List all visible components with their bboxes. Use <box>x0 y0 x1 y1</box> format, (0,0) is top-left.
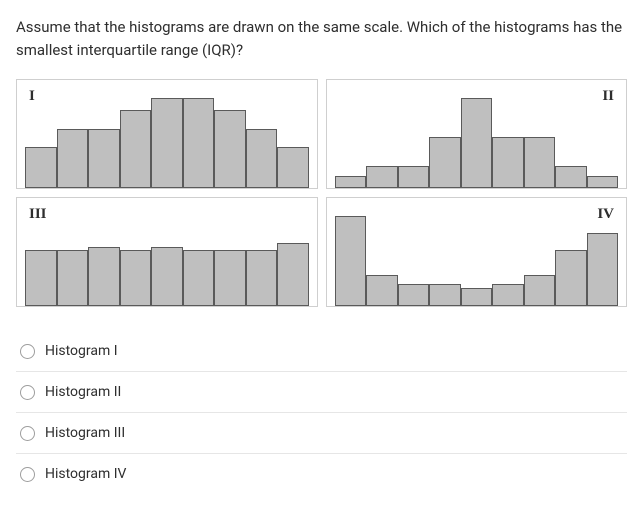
histogram-bars-3 <box>25 204 309 306</box>
option-label: Histogram I <box>45 343 118 359</box>
bar <box>429 137 461 188</box>
bar <box>555 166 587 188</box>
bar <box>25 147 57 188</box>
histogram-grid: I II III IV <box>16 79 627 307</box>
histogram-label-3: III <box>29 206 47 223</box>
bar <box>57 129 89 188</box>
bar <box>88 247 120 306</box>
bar <box>335 176 367 188</box>
option-label: Histogram IV <box>45 466 126 482</box>
bar <box>57 250 89 306</box>
bar <box>120 250 152 306</box>
bar <box>492 137 524 188</box>
histogram-label-1: I <box>29 88 35 105</box>
bar <box>461 288 493 306</box>
radio-icon <box>20 344 35 359</box>
histogram-label-4: IV <box>597 206 614 223</box>
bar <box>429 284 461 306</box>
bar <box>492 284 524 306</box>
bar <box>587 233 619 306</box>
bar <box>183 250 215 306</box>
bar <box>151 247 183 306</box>
histogram-panel-3: III <box>16 197 318 307</box>
histogram-bars-2 <box>335 86 619 188</box>
bar <box>151 98 183 188</box>
bar <box>214 110 246 188</box>
bar <box>461 98 493 188</box>
radio-icon <box>20 385 35 400</box>
bar <box>246 129 278 188</box>
bar <box>277 147 309 188</box>
bar <box>88 129 120 188</box>
histogram-label-2: II <box>602 88 614 105</box>
bar <box>366 275 398 306</box>
bar <box>335 216 367 306</box>
histogram-panel-2: II <box>326 79 628 189</box>
bar <box>555 250 587 306</box>
bar <box>183 98 215 188</box>
radio-icon <box>20 467 35 482</box>
histogram-bars-4 <box>335 204 619 306</box>
option-label: Histogram III <box>45 425 125 441</box>
bar <box>366 166 398 188</box>
option-1[interactable]: Histogram I <box>16 331 627 372</box>
question-text: Assume that the histograms are drawn on … <box>16 16 627 61</box>
histogram-panel-1: I <box>16 79 318 189</box>
bar <box>214 250 246 306</box>
bar <box>587 176 619 188</box>
answer-options: Histogram I Histogram II Histogram III H… <box>16 331 627 494</box>
bar <box>398 166 430 188</box>
bar <box>120 110 152 188</box>
option-label: Histogram II <box>45 384 121 400</box>
bar <box>524 137 556 188</box>
option-2[interactable]: Histogram II <box>16 372 627 413</box>
option-3[interactable]: Histogram III <box>16 413 627 454</box>
bar <box>398 284 430 306</box>
histogram-panel-4: IV <box>326 197 628 307</box>
bar <box>246 250 278 306</box>
option-4[interactable]: Histogram IV <box>16 454 627 494</box>
radio-icon <box>20 426 35 441</box>
bar <box>277 243 309 306</box>
bar <box>524 275 556 306</box>
histogram-bars-1 <box>25 86 309 188</box>
bar <box>25 250 57 306</box>
